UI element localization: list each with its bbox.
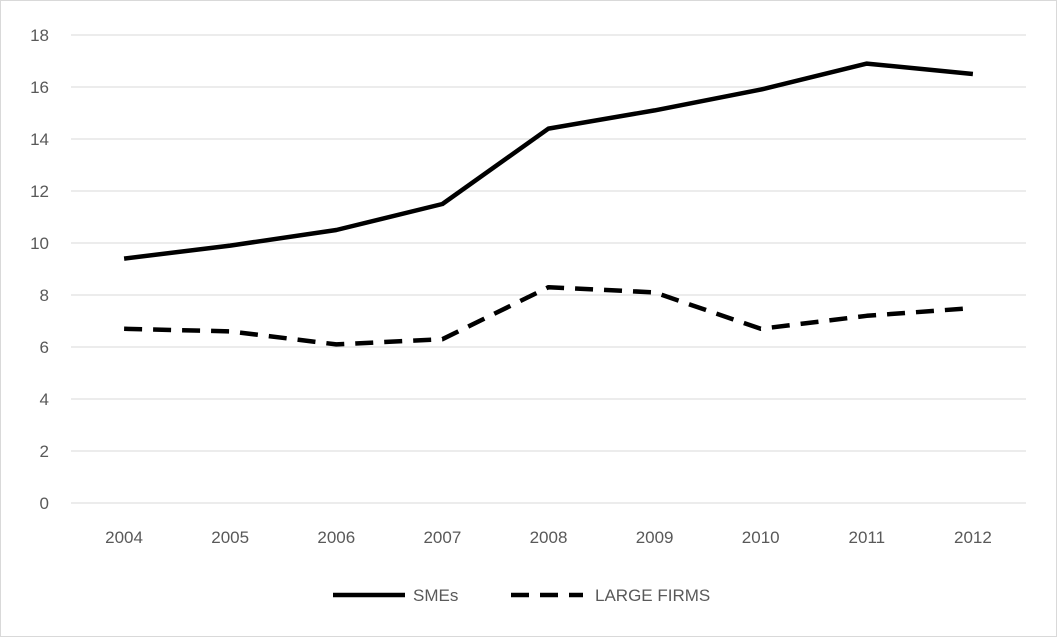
y-tick-label: 2 (40, 442, 49, 461)
y-tick-label: 16 (30, 78, 49, 97)
x-tick-label: 2007 (423, 528, 461, 547)
x-tick-label: 2012 (954, 528, 992, 547)
y-tick-label: 12 (30, 182, 49, 201)
x-tick-label: 2008 (530, 528, 568, 547)
x-tick-label: 2009 (636, 528, 674, 547)
x-tick-label: 2006 (317, 528, 355, 547)
legend-label-large-firms: LARGE FIRMS (595, 586, 710, 605)
y-tick-label: 8 (40, 286, 49, 305)
y-tick-label: 10 (30, 234, 49, 253)
x-tick-label: 2010 (742, 528, 780, 547)
y-tick-label: 14 (30, 130, 49, 149)
x-tick-label: 2011 (849, 528, 886, 547)
series-line-smes (123, 61, 974, 261)
legend-label-smes: SMEs (413, 586, 458, 605)
y-tick-label: 18 (30, 26, 49, 45)
x-tick-label: 2004 (105, 528, 143, 547)
y-tick-label: 0 (40, 494, 49, 513)
x-tick-label: 2005 (211, 528, 249, 547)
y-tick-label: 4 (40, 390, 49, 409)
y-tick-label: 6 (40, 338, 49, 357)
series-line-large-firms (124, 284, 974, 347)
